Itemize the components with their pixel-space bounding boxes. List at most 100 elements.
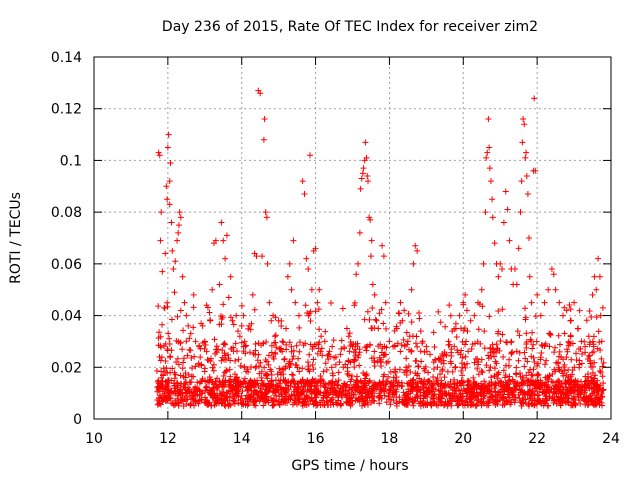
- x-tick-label: 14: [233, 431, 251, 447]
- data-point: [320, 380, 327, 387]
- data-point: [542, 374, 549, 381]
- data-point: [431, 391, 438, 398]
- data-point: [275, 317, 282, 324]
- data-point: [220, 372, 227, 379]
- data-point: [499, 402, 506, 409]
- data-point: [172, 397, 179, 404]
- data-point: [597, 312, 604, 319]
- data-point: [512, 370, 519, 377]
- data-point: [508, 338, 515, 345]
- data-point: [243, 368, 250, 375]
- data-point: [579, 350, 586, 357]
- data-point: [403, 372, 410, 379]
- data-point: [420, 392, 427, 399]
- data-point: [233, 312, 240, 319]
- data-point: [437, 319, 444, 326]
- data-point: [545, 376, 552, 383]
- data-point: [233, 392, 240, 399]
- data-point: [545, 286, 552, 293]
- data-point: [366, 214, 373, 221]
- data-point: [562, 399, 569, 406]
- data-point: [492, 380, 499, 387]
- data-point: [305, 312, 312, 319]
- data-point: [441, 351, 448, 358]
- data-point: [214, 375, 221, 382]
- data-points: [153, 87, 607, 410]
- data-point: [312, 398, 319, 405]
- data-point: [431, 365, 438, 372]
- data-point: [341, 380, 348, 387]
- data-point: [295, 312, 302, 319]
- data-point: [414, 363, 421, 370]
- data-point: [219, 347, 226, 354]
- data-point: [265, 361, 272, 368]
- data-point: [533, 338, 540, 345]
- data-point: [588, 396, 595, 403]
- data-point: [227, 373, 234, 380]
- data-point: [499, 331, 506, 338]
- data-point: [480, 260, 487, 267]
- data-point: [155, 335, 162, 342]
- data-point: [313, 402, 320, 409]
- data-point: [308, 286, 315, 293]
- data-point: [586, 380, 593, 387]
- chart-title: Day 236 of 2015, Rate Of TEC Index for r…: [162, 19, 538, 35]
- data-point: [407, 381, 414, 388]
- data-point: [462, 364, 469, 371]
- data-point: [276, 345, 283, 352]
- data-point: [524, 191, 531, 198]
- data-point: [528, 338, 535, 345]
- data-point: [552, 368, 559, 375]
- data-point: [422, 363, 429, 370]
- data-point: [356, 346, 363, 353]
- data-point: [405, 310, 412, 317]
- data-point: [461, 402, 468, 409]
- data-point: [169, 365, 176, 372]
- data-point: [304, 359, 311, 366]
- data-point: [520, 397, 527, 404]
- data-point: [301, 191, 308, 198]
- data-point: [521, 363, 528, 370]
- data-point: [263, 383, 270, 390]
- data-point: [408, 348, 415, 355]
- data-point: [464, 328, 471, 335]
- data-point: [225, 351, 232, 358]
- data-point: [468, 345, 475, 352]
- data-point: [282, 399, 289, 406]
- data-point: [559, 370, 566, 377]
- data-point: [235, 356, 242, 363]
- data-point: [344, 364, 351, 371]
- data-point: [565, 366, 572, 373]
- data-point: [327, 299, 334, 306]
- data-point: [173, 359, 180, 366]
- data-point: [590, 348, 597, 355]
- data-point: [441, 374, 448, 381]
- data-point: [568, 381, 575, 388]
- data-point: [273, 344, 280, 351]
- data-point: [363, 372, 370, 379]
- data-point: [211, 336, 218, 343]
- data-point: [528, 371, 535, 378]
- data-point: [550, 271, 557, 278]
- data-point: [261, 116, 268, 123]
- data-point: [570, 384, 577, 391]
- data-point: [576, 361, 583, 368]
- data-point: [435, 394, 442, 401]
- data-point: [547, 332, 554, 339]
- data-point: [461, 387, 468, 394]
- data-point: [187, 330, 194, 337]
- data-point: [449, 368, 456, 375]
- data-point: [397, 299, 404, 306]
- data-point: [567, 340, 574, 347]
- data-point: [259, 380, 266, 387]
- data-point: [423, 348, 430, 355]
- data-point: [358, 402, 365, 409]
- data-point: [253, 363, 260, 370]
- data-point: [471, 312, 478, 319]
- data-point: [598, 338, 605, 345]
- data-point: [548, 266, 555, 273]
- data-point: [408, 286, 415, 293]
- data-point: [380, 352, 387, 359]
- data-point: [460, 299, 467, 306]
- data-point: [485, 398, 492, 405]
